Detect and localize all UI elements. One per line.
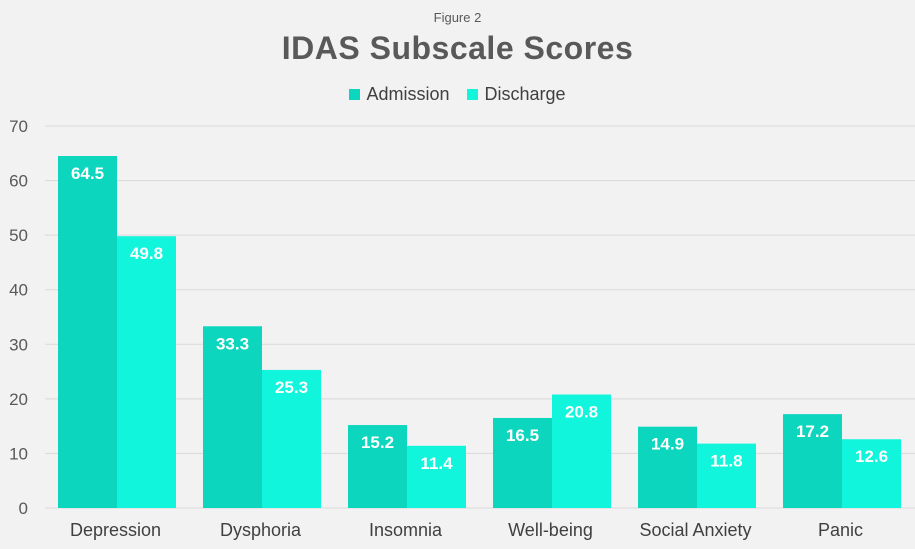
- y-tick-label: 70: [9, 117, 28, 136]
- chart-title: IDAS Subscale Scores: [281, 30, 634, 66]
- chart-legend: Admission Discharge: [0, 84, 915, 105]
- legend-label-discharge: Discharge: [484, 84, 566, 104]
- legend-label-admission: Admission: [366, 84, 450, 104]
- y-tick-label: 0: [19, 499, 28, 518]
- y-tick-label: 30: [9, 335, 28, 354]
- bar-discharge-panic: [842, 439, 901, 508]
- legend-item-admission: Admission: [349, 84, 449, 105]
- bar-discharge-dysphoria: [262, 369, 321, 508]
- data-label: 15.2: [361, 433, 394, 452]
- y-tick-label: 50: [9, 226, 28, 245]
- bar-discharge-depression: [117, 236, 176, 508]
- x-tick-label: Insomnia: [369, 520, 443, 540]
- y-tick-label: 40: [9, 281, 28, 300]
- data-label: 14.9: [651, 435, 684, 454]
- bar-discharge-social-anxiety: [697, 443, 756, 508]
- figure-label: Figure 2: [433, 10, 482, 25]
- x-tick-label: Panic: [818, 520, 863, 540]
- bar-admission-well-being: [493, 417, 552, 508]
- bar-admission-social-anxiety: [638, 426, 697, 508]
- legend-swatch-admission: [349, 89, 361, 100]
- data-label: 25.3: [275, 378, 308, 397]
- x-tick-label: Depression: [70, 520, 161, 540]
- data-label: 12.6: [855, 447, 888, 466]
- data-label: 49.8: [130, 244, 163, 263]
- bar-admission-dysphoria: [203, 326, 262, 508]
- data-label: 64.5: [71, 164, 104, 183]
- bar-discharge-insomnia: [407, 445, 466, 508]
- x-tick-label: Well-being: [508, 520, 593, 540]
- legend-item-discharge: Discharge: [467, 84, 566, 105]
- y-tick-label: 10: [9, 444, 28, 463]
- y-tick-label: 20: [9, 390, 28, 409]
- data-label: 16.5: [506, 426, 539, 445]
- bar-admission-depression: [58, 156, 117, 508]
- data-label: 20.8: [565, 402, 598, 421]
- data-label: 11.8: [710, 452, 742, 471]
- data-label: 11.4: [420, 454, 453, 473]
- bar-admission-panic: [783, 414, 842, 508]
- x-tick-label: Dysphoria: [220, 520, 302, 540]
- bar-discharge-well-being: [552, 394, 611, 508]
- y-tick-label: 60: [9, 172, 28, 191]
- data-label: 17.2: [796, 422, 829, 441]
- bar-admission-insomnia: [348, 425, 407, 508]
- data-label: 33.3: [216, 334, 249, 353]
- x-tick-label: Social Anxiety: [639, 520, 751, 540]
- legend-swatch-discharge: [467, 89, 479, 100]
